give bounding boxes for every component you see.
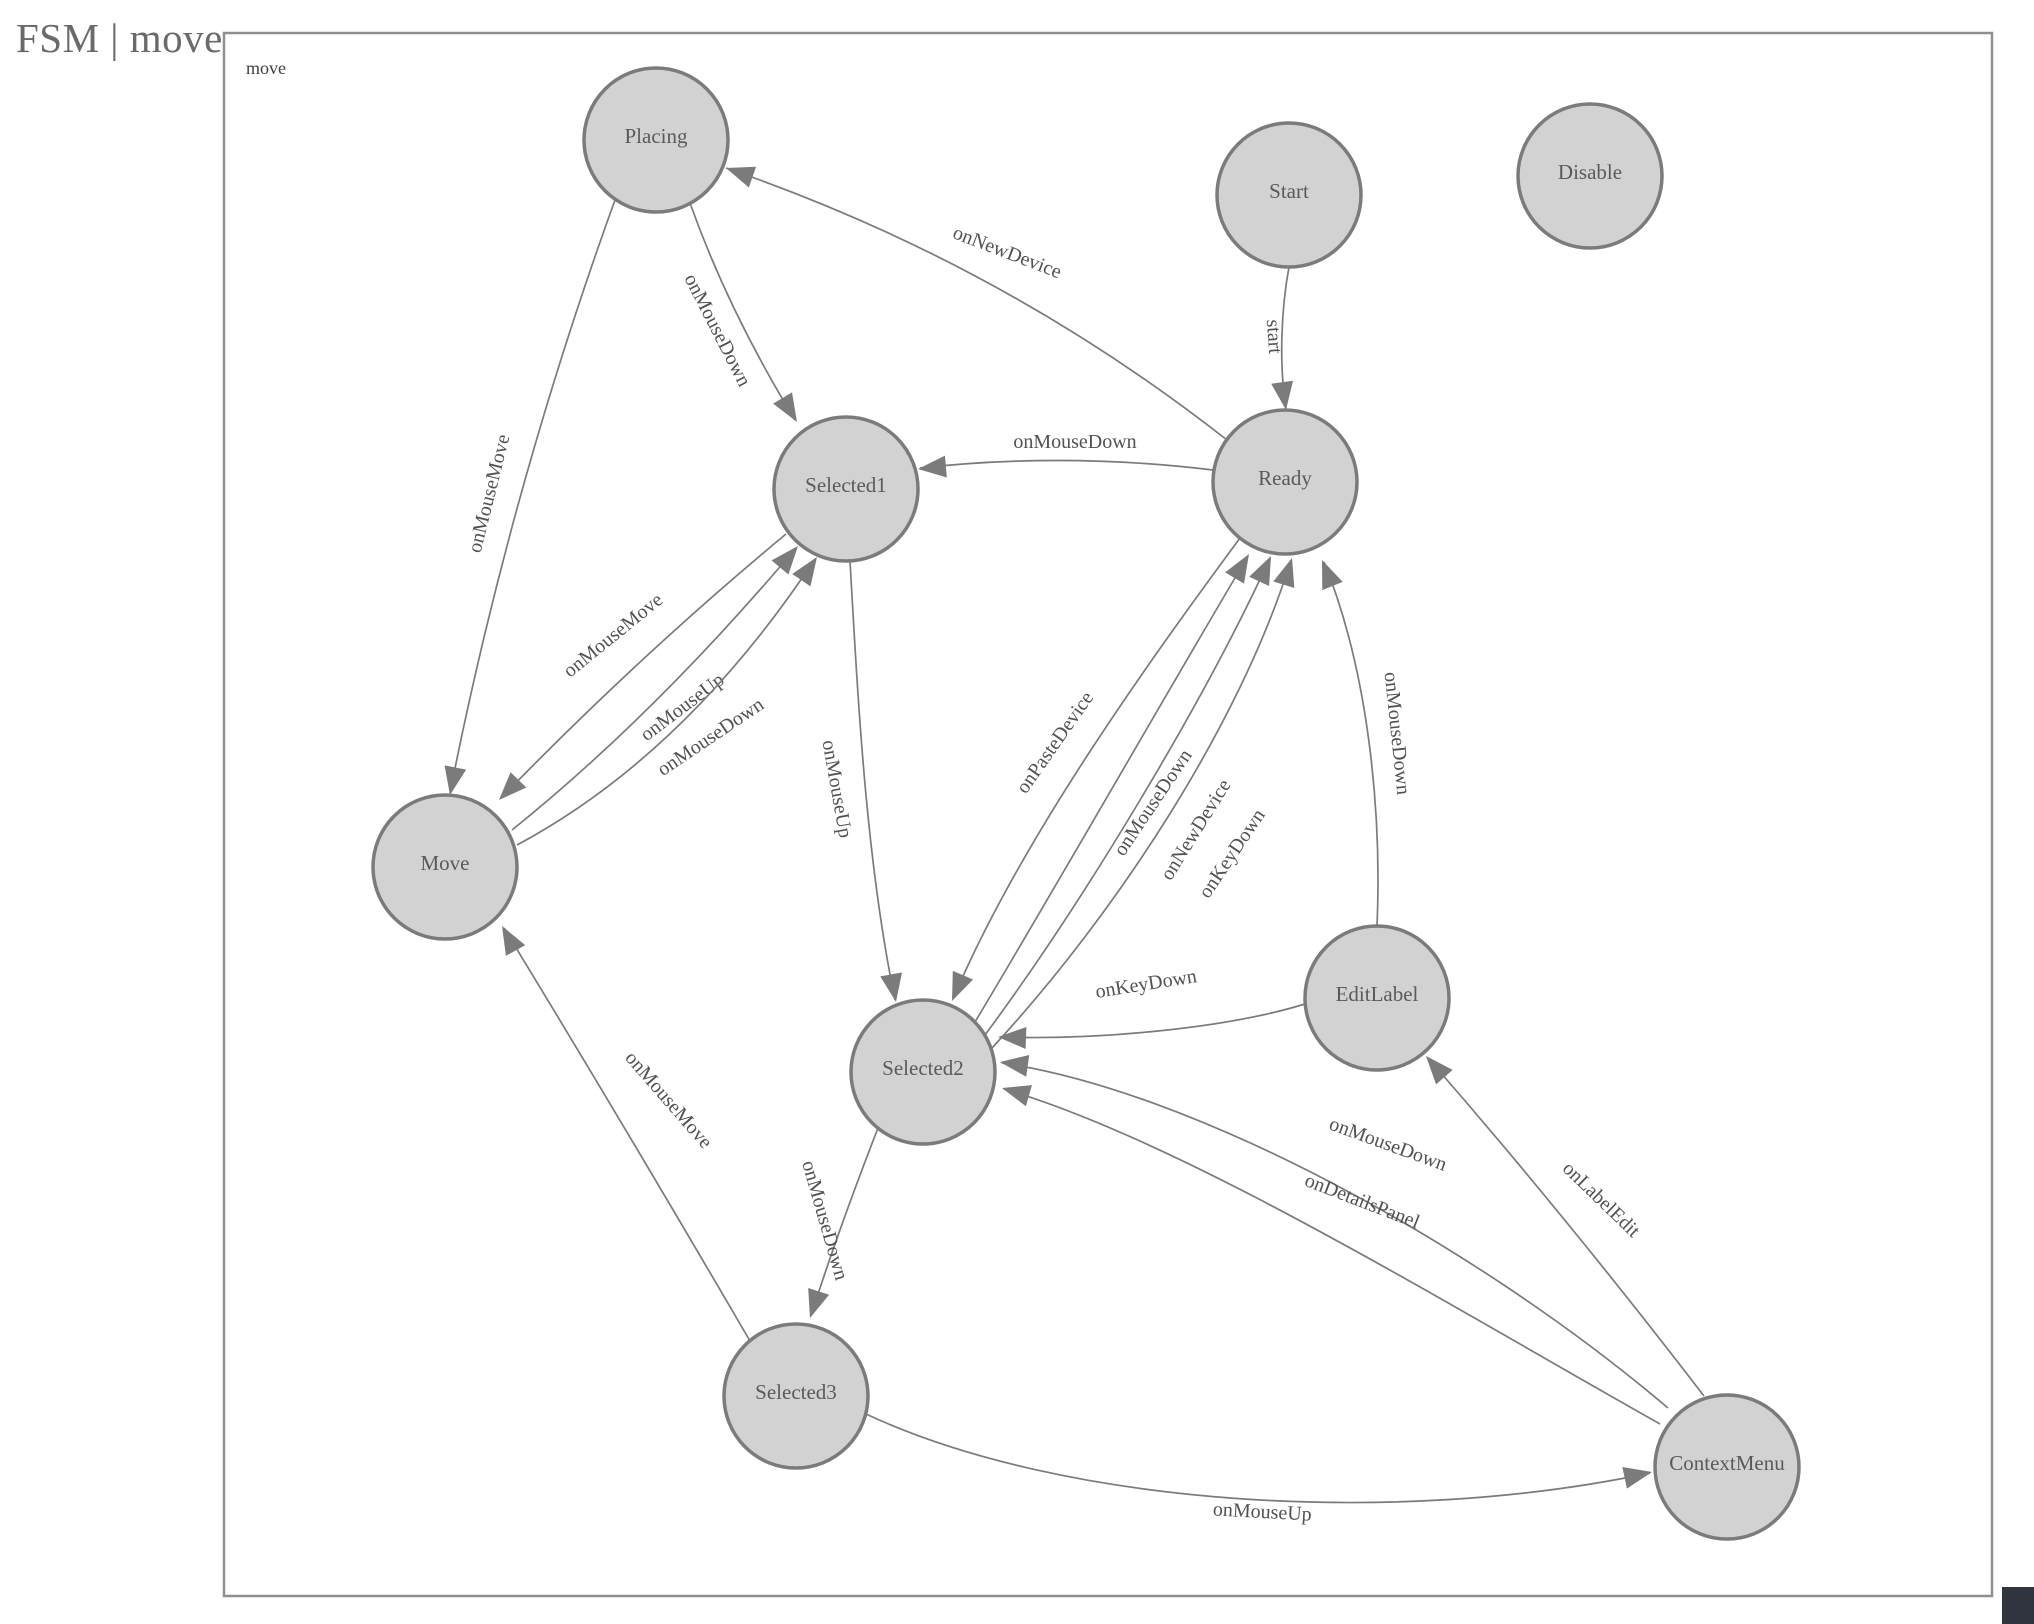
state-node-Disable[interactable]: [1516, 102, 1664, 250]
transition-edge-Selected1-Move: [500, 533, 787, 799]
transition-label-EditLabel-Selected2: onKeyDown: [1094, 965, 1198, 1003]
transition-edge-Ready-Selected2: [952, 537, 1241, 1000]
transition-label-Start-Ready: start: [1262, 319, 1286, 355]
state-node-Selected2[interactable]: [849, 998, 997, 1146]
transition-edge-ContextMenu-Selected2: [1001, 1062, 1669, 1409]
arrowhead-icon: [1322, 560, 1343, 591]
arrowhead-icon: [499, 772, 527, 800]
arrowhead-icon: [1273, 558, 1295, 588]
transition-label-Selected3-Move: onMouseMove: [620, 1047, 716, 1153]
arrowhead-icon: [773, 392, 797, 422]
arrowhead-icon: [792, 557, 817, 587]
arrowhead-icon: [726, 166, 757, 188]
page-title: FSM | move: [16, 15, 223, 61]
state-node-label-Selected3: Selected3: [755, 1380, 837, 1404]
arrowhead-icon: [1622, 1467, 1652, 1489]
state-node-label-Start: Start: [1269, 179, 1309, 203]
arrowhead-icon: [918, 455, 947, 478]
transition-edge-EditLabel-Selected2: [999, 1003, 1306, 1039]
state-node-Placing[interactable]: [582, 66, 730, 214]
arrowhead-icon: [952, 970, 974, 1001]
state-node-label-Placing: Placing: [625, 124, 688, 148]
arrowhead-icon: [1225, 554, 1249, 584]
transition-edge-ContextMenu-Selected2: [1003, 1088, 1661, 1425]
state-node-label-Disable: Disable: [1558, 160, 1622, 184]
arrowhead-icon: [808, 1287, 830, 1318]
arrowhead-icon: [502, 926, 526, 956]
transition-label-Ready-Placing: onNewDevice: [950, 222, 1065, 284]
state-node-label-Ready: Ready: [1258, 466, 1312, 490]
transition-edge-Ready-Selected1: [919, 459, 1214, 471]
diagram-frame: [222, 31, 1994, 1598]
state-node-Move[interactable]: [371, 793, 519, 941]
state-node-Selected3[interactable]: [722, 1322, 870, 1470]
arrowhead-icon: [771, 546, 798, 575]
state-node-label-Selected2: Selected2: [882, 1056, 964, 1080]
transition-label-Placing-Move: onMouseMove: [464, 432, 515, 555]
transition-edge-Placing-Move: [449, 199, 616, 794]
arrowhead-icon: [444, 765, 467, 795]
arrowhead-icon: [1000, 1055, 1030, 1077]
transition-edge-Move-Selected1: [511, 547, 797, 831]
arrowhead-icon: [1426, 1056, 1453, 1085]
arrowhead-icon: [1249, 556, 1271, 587]
state-node-Ready[interactable]: [1211, 408, 1359, 556]
arrowhead-icon: [1271, 380, 1293, 410]
arrowhead-icon: [880, 972, 902, 1002]
transition-edge-Selected2-Ready: [991, 559, 1292, 1049]
transition-edge-Selected3-Move: [503, 927, 751, 1342]
transition-edge-ContextMenu-EditLabel: [1427, 1057, 1705, 1397]
arrowhead-icon: [1002, 1085, 1032, 1107]
transition-edge-Selected3-ContextMenu: [865, 1413, 1651, 1504]
transition-label-EditLabel-Ready: onMouseDown: [1380, 671, 1415, 796]
state-node-label-Selected1: Selected1: [805, 473, 887, 497]
transition-edge-Selected2-Ready: [984, 557, 1271, 1036]
state-node-Selected1[interactable]: [772, 415, 920, 563]
transition-label-Ready-Selected2: onPasteDevice: [1012, 687, 1098, 797]
transition-label-ContextMenu-Selected2: onMouseDown: [1326, 1113, 1449, 1176]
transition-label-ContextMenu-EditLabel: onLabelEdit: [1558, 1157, 1645, 1242]
state-node-ContextMenu[interactable]: [1653, 1393, 1801, 1541]
transition-label-Selected1-Move: onMouseMove: [559, 589, 667, 682]
resize-corner-widget[interactable]: [2002, 1587, 2034, 1624]
transition-edge-Selected2-Ready: [974, 555, 1249, 1023]
diagram-frame-label: move: [246, 58, 286, 78]
transition-edge-Move-Selected1: [516, 558, 816, 846]
transition-label-ContextMenu-Selected2: onDetailsPanel: [1302, 1169, 1423, 1233]
state-node-Start[interactable]: [1215, 121, 1363, 269]
transition-label-Selected3-ContextMenu: onMouseUp: [1212, 1498, 1312, 1525]
transition-label-Selected1-Selected2: onMouseUp: [817, 738, 856, 839]
transition-edge-Ready-Placing: [725, 167, 1228, 441]
transition-edge-Selected1-Selected2: [849, 560, 896, 1001]
state-node-EditLabel[interactable]: [1303, 924, 1451, 1072]
state-node-label-ContextMenu: ContextMenu: [1669, 1451, 1785, 1475]
transition-label-Placing-Selected1: onMouseDown: [680, 270, 756, 390]
state-node-label-EditLabel: EditLabel: [1336, 982, 1419, 1006]
transition-label-Ready-Selected1: onMouseDown: [1013, 431, 1136, 453]
transition-edge-Placing-Selected1: [689, 202, 796, 421]
state-node-label-Move: Move: [421, 851, 470, 875]
transition-edge-EditLabel-Ready: [1323, 561, 1379, 927]
arrowhead-icon: [998, 1026, 1027, 1049]
